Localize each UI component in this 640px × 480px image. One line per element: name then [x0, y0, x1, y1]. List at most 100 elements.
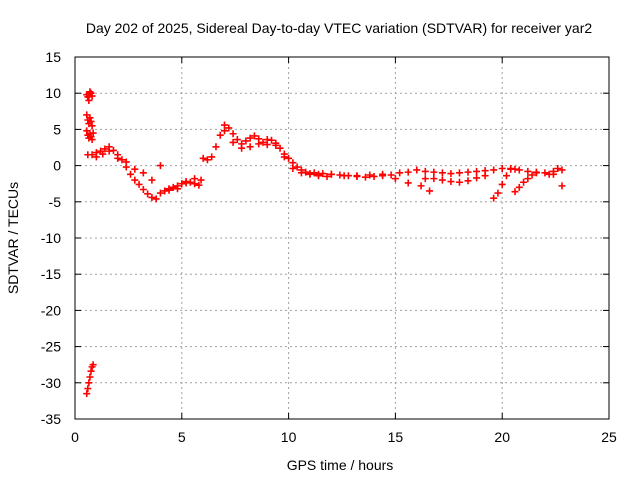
data-point [280, 153, 288, 161]
data-point [242, 137, 250, 145]
y-tick-label: -10 [41, 230, 61, 246]
data-point [86, 373, 94, 381]
data-point [379, 170, 387, 178]
data-point [353, 172, 361, 180]
data-point [221, 127, 229, 135]
data-point [225, 124, 233, 132]
data-point [83, 390, 91, 398]
data-point [127, 170, 135, 178]
x-tick-label: 0 [71, 429, 79, 445]
data-point [229, 138, 237, 146]
data-point [216, 131, 224, 139]
y-tick-label: -35 [41, 411, 61, 427]
data-point [370, 172, 378, 180]
data-point [340, 172, 348, 180]
data-point [174, 185, 182, 193]
data-point [87, 367, 95, 375]
data-point [524, 175, 532, 183]
data-point [169, 183, 177, 191]
data-point [490, 166, 498, 174]
data-point [246, 143, 254, 151]
data-point [165, 186, 173, 194]
grid-lines [75, 57, 609, 419]
y-tick-label: -25 [41, 339, 61, 355]
data-point [549, 167, 557, 175]
data-point [156, 189, 164, 197]
data-point [310, 169, 318, 177]
data-point [323, 172, 331, 180]
data-point [455, 178, 463, 186]
y-tick-label: 10 [45, 85, 61, 101]
data-point [438, 176, 446, 184]
data-point [558, 166, 566, 174]
data-point [391, 175, 399, 183]
data-point [426, 187, 434, 195]
data-point [87, 117, 95, 125]
data-point [361, 173, 369, 181]
data-point [156, 162, 164, 170]
data-point [532, 168, 540, 176]
data-point [541, 169, 549, 177]
data-point [430, 175, 438, 183]
data-point [105, 147, 113, 155]
data-point [315, 170, 323, 178]
data-point [99, 150, 107, 158]
data-point [89, 129, 97, 137]
data-point [498, 180, 506, 188]
data-point [88, 151, 96, 159]
data-point [131, 165, 139, 173]
axes: 0 5 10 15 20 25 15 10 5 0 -5 -10 -15 -20 -25 -30 -35 [41, 49, 617, 445]
data-point [545, 170, 553, 178]
data-point [88, 92, 96, 100]
data-point [101, 145, 109, 153]
data-point [255, 140, 263, 148]
data-point [481, 172, 489, 180]
y-tick-label: -5 [49, 194, 62, 210]
data-point [276, 144, 284, 152]
data-point [139, 185, 147, 193]
data-point [494, 189, 502, 197]
data-point [464, 177, 472, 185]
data-point [238, 144, 246, 152]
data-point [421, 175, 429, 183]
y-tick-label: -30 [41, 375, 61, 391]
data-point [272, 141, 280, 149]
data-point [528, 171, 536, 179]
data-point [511, 188, 519, 196]
data-point [86, 114, 94, 122]
data-point [293, 163, 301, 171]
data-point [212, 143, 220, 151]
data-point [289, 164, 297, 172]
data-point [144, 190, 152, 198]
data-point [89, 361, 97, 369]
data-point [447, 170, 455, 178]
data-point [131, 176, 139, 184]
data-point [464, 168, 472, 176]
data-point [246, 134, 254, 142]
data-point [92, 153, 100, 161]
data-point [148, 176, 156, 184]
data-point [490, 194, 498, 202]
data-point [327, 170, 335, 178]
data-point [285, 154, 293, 162]
data-point [430, 168, 438, 176]
data-point [438, 169, 446, 177]
x-tick-label: 20 [494, 429, 510, 445]
y-tick-label: 0 [53, 158, 61, 174]
chart-title: Day 202 of 2025, Sidereal Day-to-day VTE… [86, 20, 592, 36]
data-point [421, 167, 429, 175]
data-point [455, 169, 463, 177]
data-point [152, 195, 160, 203]
data-point [498, 164, 506, 172]
data-point [203, 156, 211, 164]
data-point [404, 168, 412, 176]
data-point [88, 136, 96, 144]
x-tick-label: 25 [601, 429, 617, 445]
y-tick-label: 5 [53, 121, 61, 137]
data-point [515, 183, 523, 191]
x-tick-label: 15 [388, 429, 404, 445]
x-axis-label: GPS time / hours [287, 457, 394, 473]
data-series [83, 88, 566, 398]
data-point [297, 169, 305, 177]
